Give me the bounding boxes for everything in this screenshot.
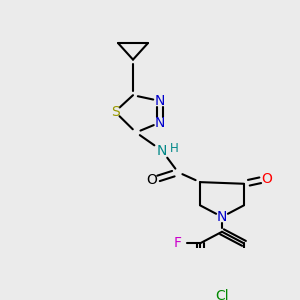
Text: H: H (169, 142, 178, 155)
Text: N: N (155, 94, 165, 108)
Text: Cl: Cl (215, 290, 229, 300)
Text: S: S (111, 105, 119, 119)
Text: O: O (147, 173, 158, 188)
Text: N: N (155, 116, 165, 130)
Text: O: O (262, 172, 272, 186)
Text: N: N (217, 210, 227, 224)
Text: N: N (157, 144, 167, 158)
Text: F: F (174, 236, 182, 250)
